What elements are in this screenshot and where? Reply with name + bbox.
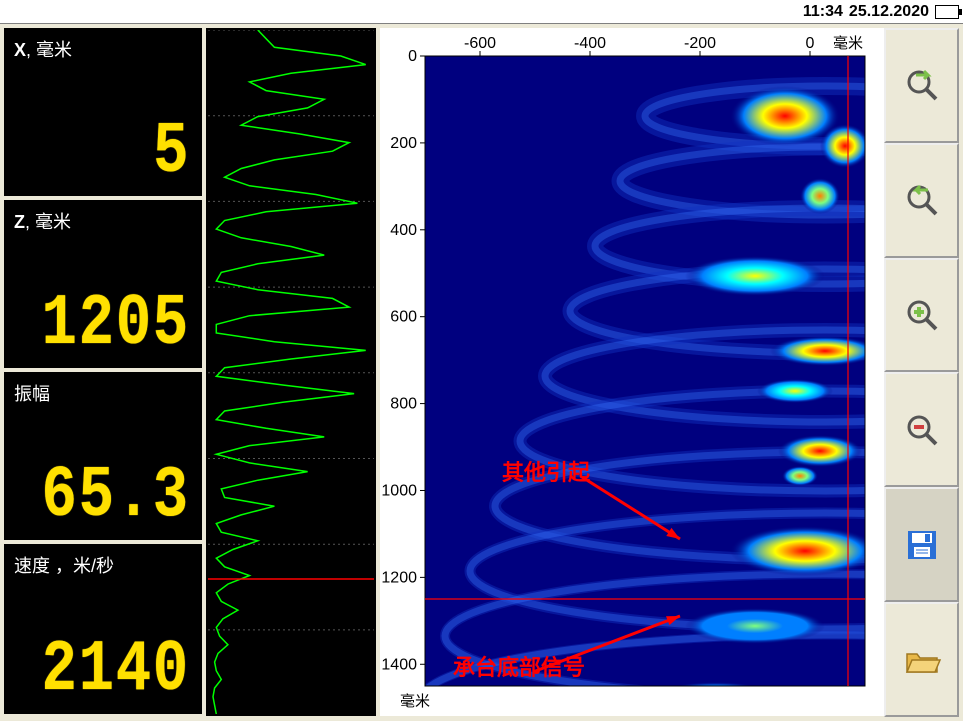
svg-text:1400: 1400 [381, 656, 417, 673]
svg-text:800: 800 [390, 396, 417, 413]
zoom-out-button[interactable] [884, 372, 959, 487]
svg-text:毫米: 毫米 [400, 692, 430, 710]
zpos-value: 1205 [42, 288, 190, 360]
svg-text:200: 200 [390, 135, 417, 152]
b-scan-plot: -600 -400 -200 0 毫米 0 200 400 600 800 1000 1200 1400… [380, 28, 885, 716]
b-scan-panel[interactable]: -600 -400 -200 0 毫米 0 200 400 600 800 1000 1200 1400… [380, 28, 885, 716]
velocity-value: 2140 [42, 634, 190, 706]
zpos-panel[interactable]: Z, 毫米 1205 [4, 200, 202, 368]
svg-text:0: 0 [408, 48, 417, 65]
svg-text:0: 0 [806, 35, 815, 52]
a-scan-panel[interactable] [206, 28, 376, 716]
svg-text:-200: -200 [684, 35, 716, 52]
velocity-label: 速度 ，米/秒 [14, 552, 192, 578]
clock-time: 11:34 [803, 3, 843, 21]
svg-text:400: 400 [390, 222, 417, 239]
battery-icon [935, 5, 959, 19]
svg-text:1000: 1000 [381, 482, 417, 499]
svg-text:600: 600 [390, 309, 417, 326]
amplitude-panel[interactable]: 振幅 65.3 [4, 372, 202, 540]
xpos-label: XX, 毫米, 毫米 [14, 36, 192, 62]
measurement-column: XX, 毫米, 毫米 5 Z, 毫米 1205 振幅 65.3 速度 ，米/秒 … [4, 28, 202, 714]
svg-text:-600: -600 [464, 35, 496, 52]
right-toolbar [884, 28, 959, 717]
a-scan-plot [208, 30, 374, 714]
amplitude-value: 65.3 [42, 460, 190, 532]
open-button[interactable] [884, 602, 959, 717]
zoom-in-button[interactable] [884, 258, 959, 373]
status-bar: 11:34 25.12.2020 [0, 0, 963, 24]
save-button[interactable] [884, 487, 959, 602]
zoom-scroll-right-button[interactable] [884, 28, 959, 143]
xpos-panel[interactable]: XX, 毫米, 毫米 5 [4, 28, 202, 196]
zoom-scroll-left-button[interactable] [884, 143, 959, 258]
zpos-label: Z, 毫米 [14, 208, 192, 234]
xpos-value: 5 [153, 116, 190, 188]
svg-text:1200: 1200 [381, 569, 417, 586]
svg-text:毫米: 毫米 [833, 34, 863, 52]
velocity-panel[interactable]: 速度 ，米/秒 2140 [4, 544, 202, 714]
amplitude-label: 振幅 [14, 380, 192, 406]
clock-date: 25.12.2020 [849, 3, 929, 21]
svg-text:-400: -400 [574, 35, 606, 52]
